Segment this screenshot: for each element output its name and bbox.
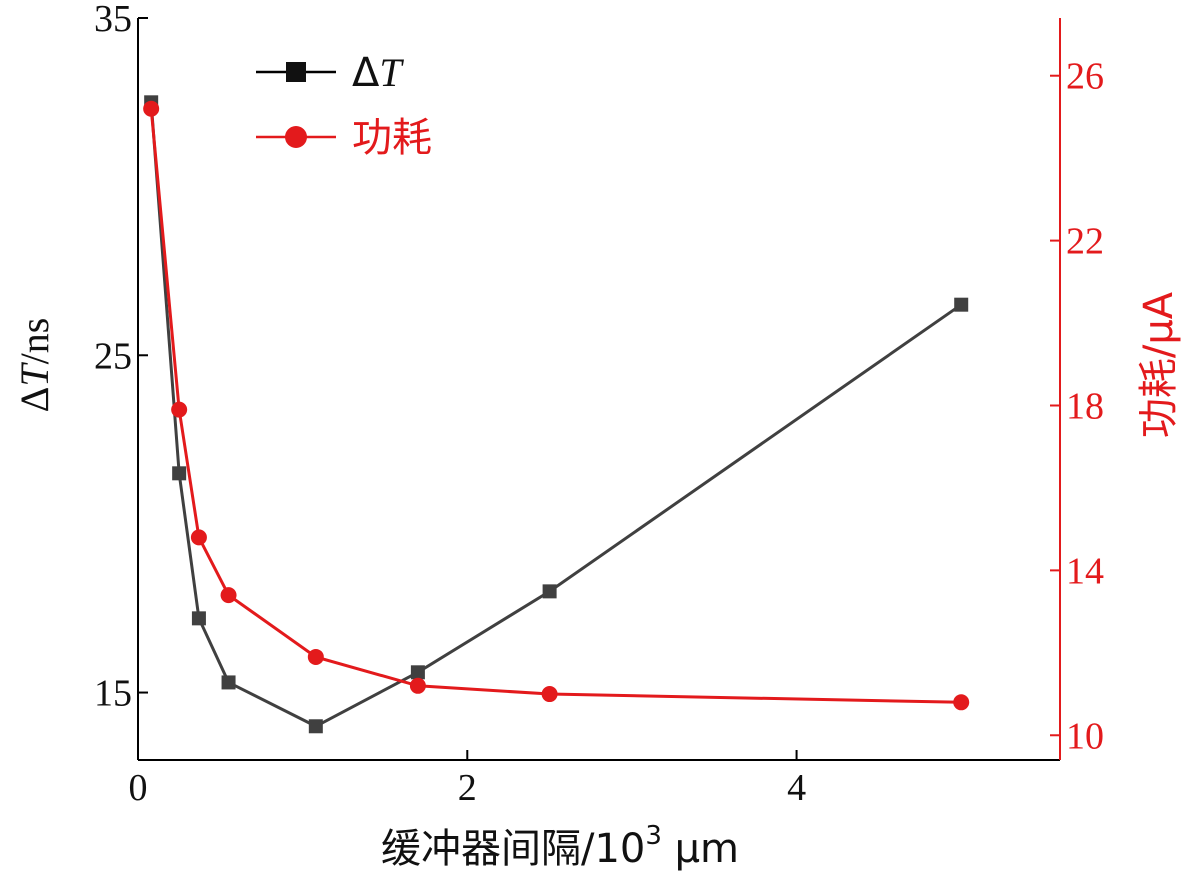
data-point-power	[541, 686, 558, 703]
legend: ΔT 功耗	[256, 50, 432, 161]
data-point-power	[409, 677, 426, 694]
right-y-tick-label: 18	[1066, 385, 1104, 427]
right-y-tick-label: 10	[1066, 715, 1104, 757]
left-y-tick-label: 15	[94, 673, 132, 715]
legend-label-delta-t-variable: T	[379, 50, 404, 95]
right-axis-title: 功耗/μA	[1136, 291, 1182, 438]
data-point-power	[307, 648, 324, 665]
x-axis-title-prefix: 缓冲器间隔/10	[381, 826, 645, 872]
data-point-power	[190, 529, 207, 546]
left-y-tick-label: 35	[94, 0, 132, 40]
x-axis-title-exponent: 3	[645, 821, 662, 851]
right-y-tick-label: 22	[1066, 221, 1104, 263]
data-point-delta-t	[542, 584, 557, 599]
series-line-power	[149, 108, 962, 704]
legend-label-delta-t: ΔT	[352, 50, 404, 96]
right-y-tick-label: 26	[1066, 56, 1104, 98]
legend-label-power: 功耗	[352, 115, 432, 161]
data-point-delta-t	[172, 466, 187, 481]
data-point-delta-t	[410, 665, 425, 680]
x-tick-label: 0	[129, 767, 148, 809]
ticks-layer: 0 2 4 15 25 35 10 14 18 22 26	[94, 0, 1104, 809]
legend-marker-delta-t	[286, 62, 306, 82]
right-y-tick-label: 14	[1066, 550, 1104, 592]
data-point-delta-t	[954, 297, 969, 312]
data-point-power	[220, 587, 237, 604]
x-tick-label: 2	[458, 767, 477, 809]
left-axis-title-variable: T	[12, 362, 57, 387]
x-axis-title: 缓冲器间隔/103 μm	[381, 821, 739, 872]
data-point-power	[953, 694, 970, 711]
left-axis-title-delta: Δ	[12, 387, 57, 413]
series-line-delta-t	[149, 102, 963, 728]
data-point-delta-t	[191, 611, 206, 626]
data-point-power	[143, 100, 160, 117]
data-point-delta-t	[221, 675, 236, 690]
x-tick-label: 4	[787, 767, 806, 809]
legend-label-delta-t-delta: Δ	[352, 50, 380, 96]
left-y-tick-label: 25	[94, 335, 132, 377]
x-axis-title-suffix: μm	[662, 826, 739, 872]
left-axis-title-unit: /ns	[12, 318, 57, 365]
series-layer	[143, 95, 970, 734]
data-point-delta-t	[308, 719, 323, 734]
left-axis-title: ΔT/ns	[12, 318, 57, 413]
data-point-power	[171, 401, 188, 418]
legend-marker-power	[285, 126, 307, 148]
